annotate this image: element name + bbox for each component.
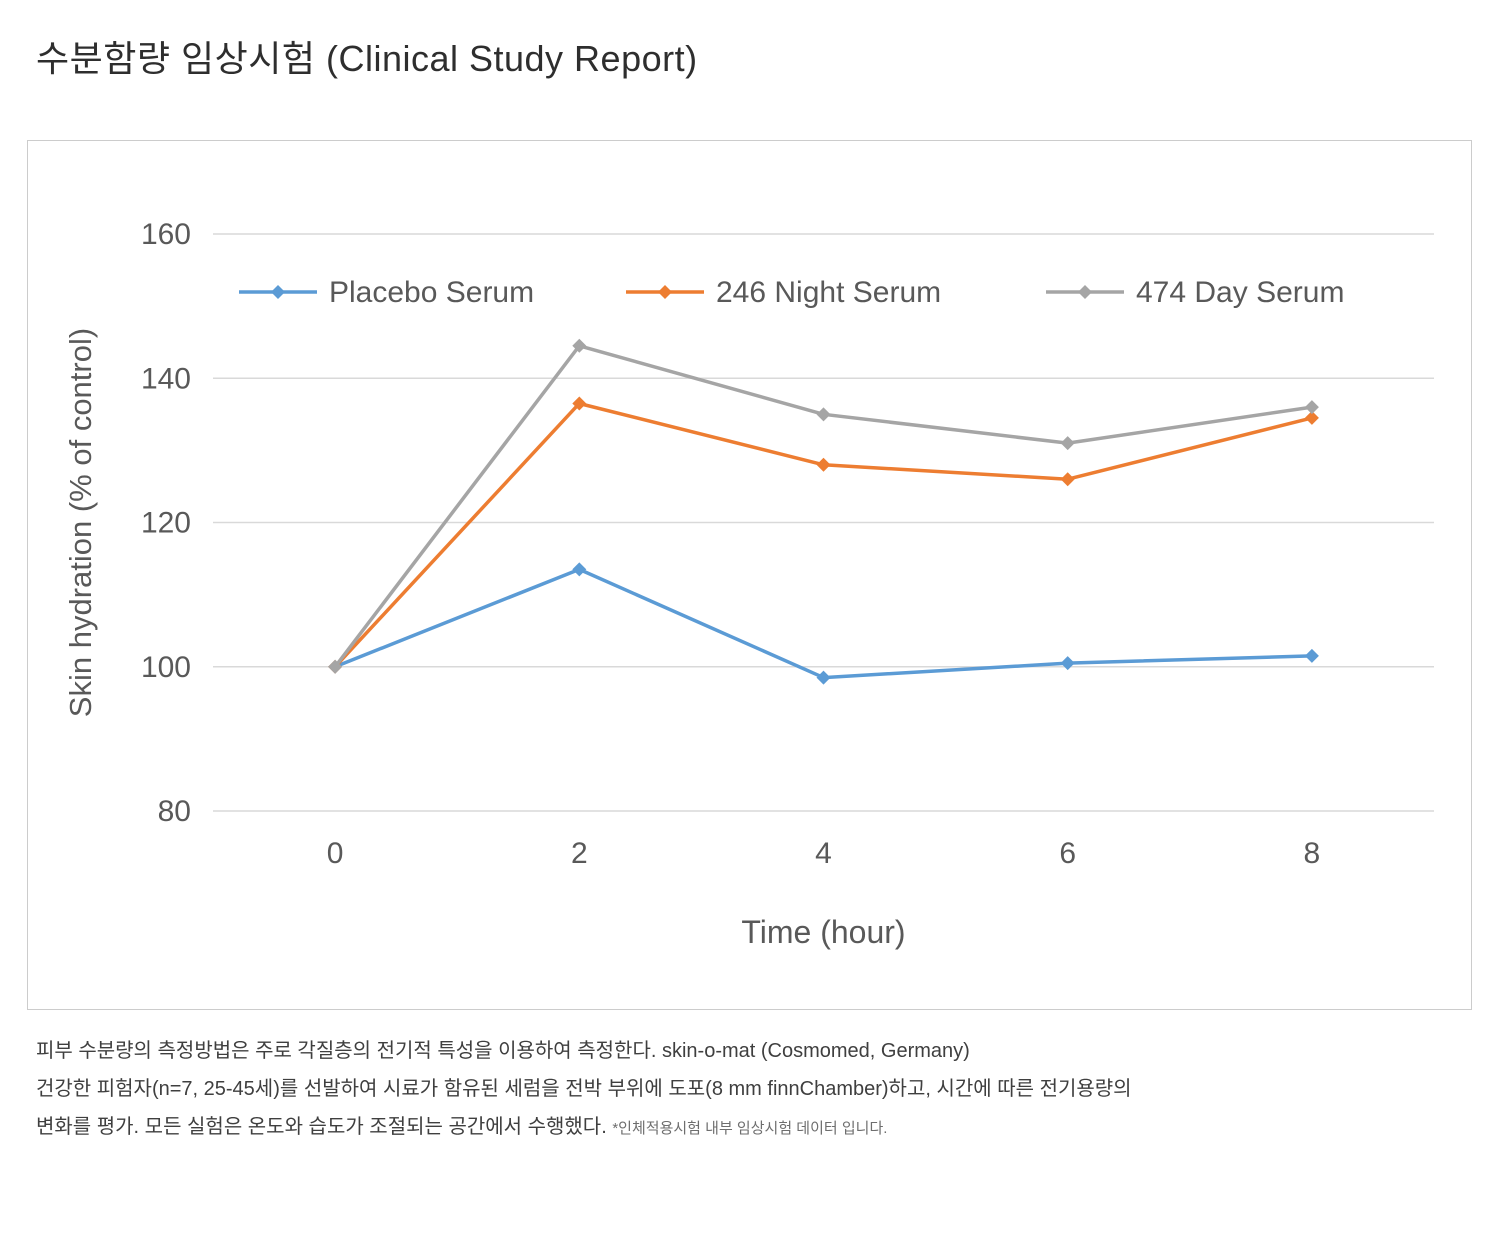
chart-frame: 80 100 120 140 160 0 2 4 6 8 Skin hydration (% of …	[27, 140, 1472, 1010]
footnote-line-3-text: 변화를 평가. 모든 실험은 온도와 습도가 조절되는 공간에서 수행했다.	[36, 1116, 607, 1138]
x-tick-label: 6	[1059, 837, 1076, 870]
y-tick-label: 80	[158, 795, 191, 828]
footnote-line-3: 변화를 평가. 모든 실험은 온도와 습도가 조절되는 공간에서 수행했다. *…	[36, 1108, 1466, 1148]
line-chart-svg: 80 100 120 140 160 0 2 4 6 8 Skin hydration (% of …	[63, 218, 1434, 950]
footnote-small-note: *인체적용시험 내부 임상시험 데이터 입니다.	[612, 1120, 888, 1137]
series-marker	[572, 338, 587, 353]
series-marker	[816, 457, 831, 472]
y-tick-label: 140	[141, 362, 191, 395]
y-axis-label: Skin hydration (% of control)	[63, 328, 98, 717]
x-tick-label: 0	[327, 837, 344, 870]
x-tick-label: 4	[815, 837, 832, 870]
series-marker	[1060, 472, 1075, 487]
series-marker	[328, 659, 343, 674]
series-marker	[572, 562, 587, 577]
footnote-line-1: 피부 수분량의 측정방법은 주로 각질층의 전기적 특성을 이용하여 측정한다.…	[36, 1040, 970, 1062]
series-line	[333, 401, 1313, 668]
x-axis-label: Time (hour)	[741, 914, 905, 950]
legend-marker	[1078, 285, 1092, 299]
legend-label: 246 Night Serum	[716, 276, 941, 309]
series-marker	[1304, 400, 1319, 415]
x-tick-label: 2	[571, 837, 588, 870]
series-marker	[572, 396, 587, 411]
series-marker	[1060, 656, 1075, 671]
footnote-line-2: 건강한 피험자(n=7, 25-45세)를 선발하여 시료가 함유된 세럼을 전…	[36, 1078, 1132, 1100]
series-marker	[1304, 410, 1319, 425]
series-marker	[816, 670, 831, 685]
series-marker	[1304, 648, 1319, 663]
page-title: 수분함량 임상시험 (Clinical Study Report)	[36, 38, 698, 79]
legend-marker	[271, 285, 285, 299]
series-marker	[1060, 436, 1075, 451]
footnote: 피부 수분량의 측정방법은 주로 각질층의 전기적 특성을 이용하여 측정한다.…	[36, 1032, 1466, 1148]
y-tick-label: 160	[141, 218, 191, 251]
y-tick-label: 100	[141, 651, 191, 684]
x-tick-label: 8	[1304, 837, 1321, 870]
series-marker	[816, 407, 831, 422]
legend-marker	[658, 285, 672, 299]
legend-label: 474 Day Serum	[1136, 276, 1344, 309]
y-tick-label: 120	[141, 507, 191, 540]
series-line	[334, 567, 1312, 680]
legend-label: Placebo Serum	[329, 276, 534, 309]
